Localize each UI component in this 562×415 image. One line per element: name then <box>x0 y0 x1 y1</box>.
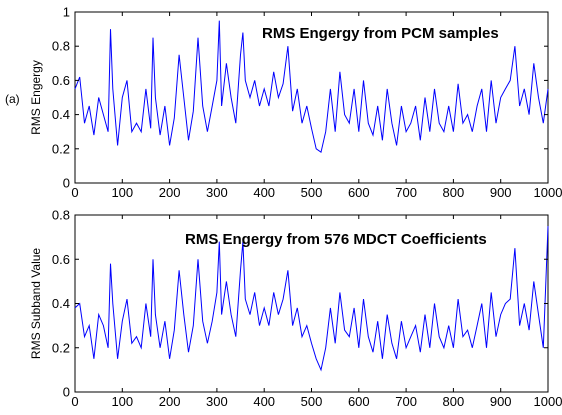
y-tick-label: 0.6 <box>52 252 70 267</box>
chart-panel-2: 0 100 200 300 400 500 600 700 800 900 1000 0 0.2 0.4 0… <box>29 208 562 410</box>
x-tick-label: 500 <box>301 185 323 200</box>
x-tick-label: 700 <box>395 185 417 200</box>
chart-title: RMS Engergy from 576 MDCT Coefficients <box>185 231 487 248</box>
x-tick-label: 0 <box>71 394 78 409</box>
x-tick-label: 200 <box>159 394 181 409</box>
y-axis-label: RMS Engergy <box>29 60 43 135</box>
x-tick-label: 1000 <box>534 394 562 409</box>
y-tick-label: 0.4 <box>52 296 70 311</box>
plot-area <box>74 11 549 184</box>
x-tick-label: 800 <box>443 394 465 409</box>
x-tick-label: 0 <box>71 185 78 200</box>
y-axis-label: RMS Subband Value <box>29 248 43 360</box>
x-tick-label: 100 <box>111 185 133 200</box>
y-tick-label: 0.6 <box>52 73 70 88</box>
x-tick-label: 900 <box>490 185 512 200</box>
x-tick-label: 900 <box>490 394 512 409</box>
panel-label: (a) <box>5 92 20 106</box>
y-tick-label: 0.8 <box>52 39 70 54</box>
x-tick-label: 500 <box>301 394 323 409</box>
chart-panel-1: 0 100 200 300 400 500 600 700 800 900 1000 0 0.2 0.4 0… <box>5 5 562 201</box>
x-tick-label: 600 <box>348 394 370 409</box>
x-tick-label: 600 <box>348 185 370 200</box>
x-tick-label: 700 <box>395 394 417 409</box>
y-tick-label: 0 <box>63 176 70 191</box>
y-tick-label: 0.8 <box>52 208 70 223</box>
chart-title: RMS Engergy from PCM samples <box>262 25 499 42</box>
y-tick-label: 0 <box>63 385 70 400</box>
x-tick-label: 1000 <box>534 185 562 200</box>
x-tick-label: 800 <box>443 185 465 200</box>
x-tick-label: 300 <box>206 394 228 409</box>
x-tick-label: 400 <box>253 185 275 200</box>
series-line-1 <box>74 20 549 154</box>
y-tick-label: 0.2 <box>52 340 70 355</box>
y-tick-label: 0.4 <box>52 107 70 122</box>
plot-area <box>74 214 549 393</box>
x-tick-label: 100 <box>111 394 133 409</box>
x-tick-label: 200 <box>159 185 181 200</box>
x-tick-label: 400 <box>253 394 275 409</box>
y-tick-label: 1 <box>63 5 70 20</box>
y-tick-label: 0.2 <box>52 141 70 156</box>
series-line-1 <box>74 226 549 372</box>
x-tick-label: 300 <box>206 185 228 200</box>
